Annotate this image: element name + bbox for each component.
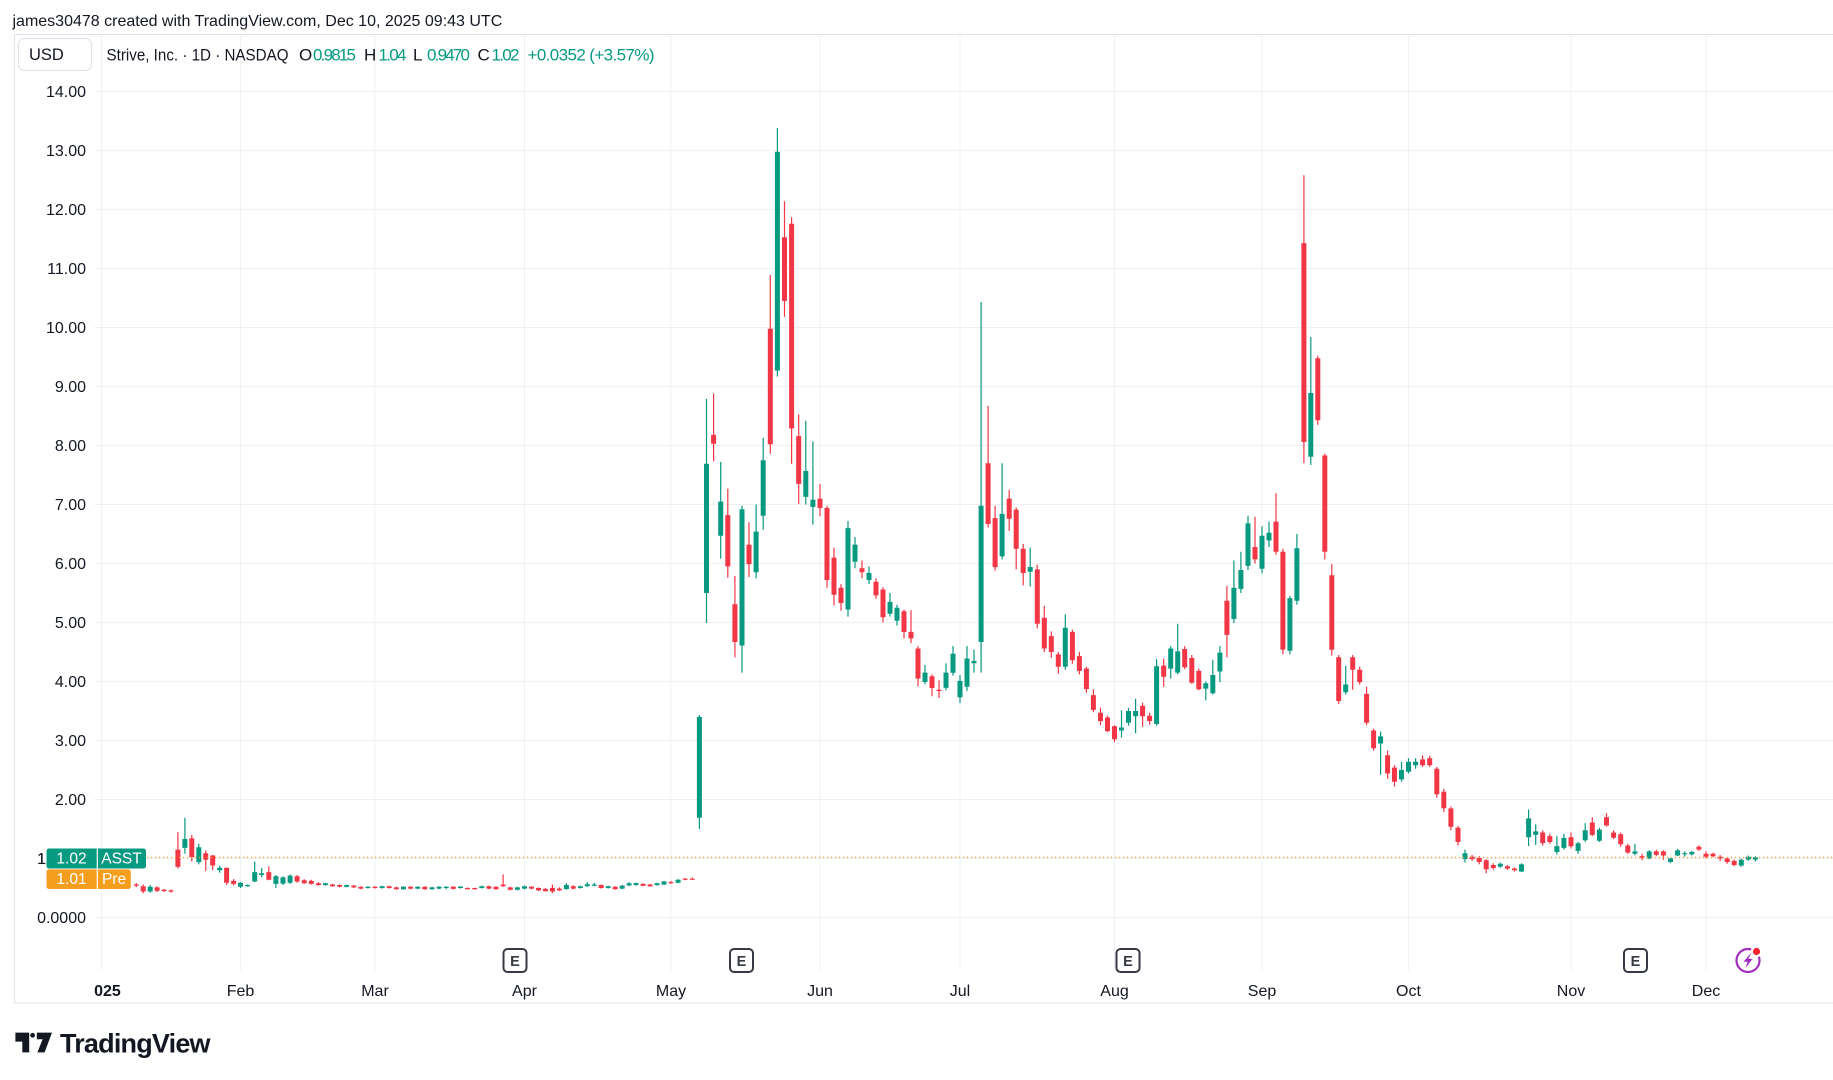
- svg-text:E: E: [1123, 954, 1133, 970]
- svg-text:9.00: 9.00: [55, 379, 86, 396]
- svg-text:E: E: [1631, 954, 1641, 970]
- svg-text:Sep: Sep: [1248, 983, 1277, 1000]
- svg-text:Oct: Oct: [1396, 983, 1421, 1000]
- svg-text:E: E: [737, 954, 747, 970]
- svg-text:6.00: 6.00: [55, 556, 86, 573]
- svg-text:2.00: 2.00: [55, 792, 86, 809]
- svg-text:1.04: 1.04: [379, 46, 407, 65]
- svg-text:12.00: 12.00: [46, 202, 86, 219]
- svg-text:1.02: 1.02: [56, 850, 86, 867]
- svg-text:E: E: [510, 954, 520, 970]
- svg-text:Feb: Feb: [227, 983, 255, 1000]
- svg-text:4.00: 4.00: [55, 674, 86, 691]
- svg-text:Nov: Nov: [1557, 983, 1585, 1000]
- svg-text:2025: 2025: [85, 983, 121, 1000]
- svg-text:Pre: Pre: [102, 871, 126, 888]
- svg-text:Jul: Jul: [950, 983, 970, 1000]
- svg-text:ASST: ASST: [101, 850, 142, 867]
- svg-text:1.02: 1.02: [492, 46, 520, 65]
- svg-text:Jun: Jun: [807, 983, 833, 1000]
- svg-text:13.00: 13.00: [46, 143, 86, 160]
- svg-text:Aug: Aug: [1100, 983, 1128, 1000]
- svg-text:james30478 created with Tradin: james30478 created with TradingView.com,…: [12, 13, 503, 30]
- svg-text:O: O: [299, 46, 312, 65]
- svg-text:5.00: 5.00: [55, 615, 86, 632]
- svg-text:Mar: Mar: [361, 983, 389, 1000]
- svg-text:10.00: 10.00: [46, 320, 86, 337]
- svg-text:Strive, Inc. · 1D · NASDAQ: Strive, Inc. · 1D · NASDAQ: [107, 46, 289, 65]
- svg-text:1.01: 1.01: [56, 871, 86, 888]
- svg-text:0.9470: 0.9470: [427, 46, 470, 65]
- svg-text:0.9815: 0.9815: [313, 46, 356, 65]
- svg-text:H: H: [364, 46, 376, 65]
- svg-text:Dec: Dec: [1692, 983, 1720, 1000]
- svg-text:L: L: [413, 46, 422, 65]
- svg-text:+0.0352 (+3.57%): +0.0352 (+3.57%): [528, 46, 655, 65]
- svg-text:Apr: Apr: [512, 983, 538, 1000]
- svg-text:7.00: 7.00: [55, 497, 86, 514]
- svg-text:3.00: 3.00: [55, 733, 86, 750]
- svg-text:May: May: [656, 983, 686, 1000]
- svg-text:TradingView: TradingView: [60, 1029, 212, 1059]
- svg-text:C: C: [478, 46, 490, 65]
- svg-text:0.0000: 0.0000: [37, 910, 86, 927]
- svg-text:11.00: 11.00: [47, 261, 86, 278]
- svg-text:USD: USD: [29, 46, 64, 64]
- svg-text:14.00: 14.00: [46, 84, 86, 101]
- svg-text:8.00: 8.00: [55, 438, 86, 455]
